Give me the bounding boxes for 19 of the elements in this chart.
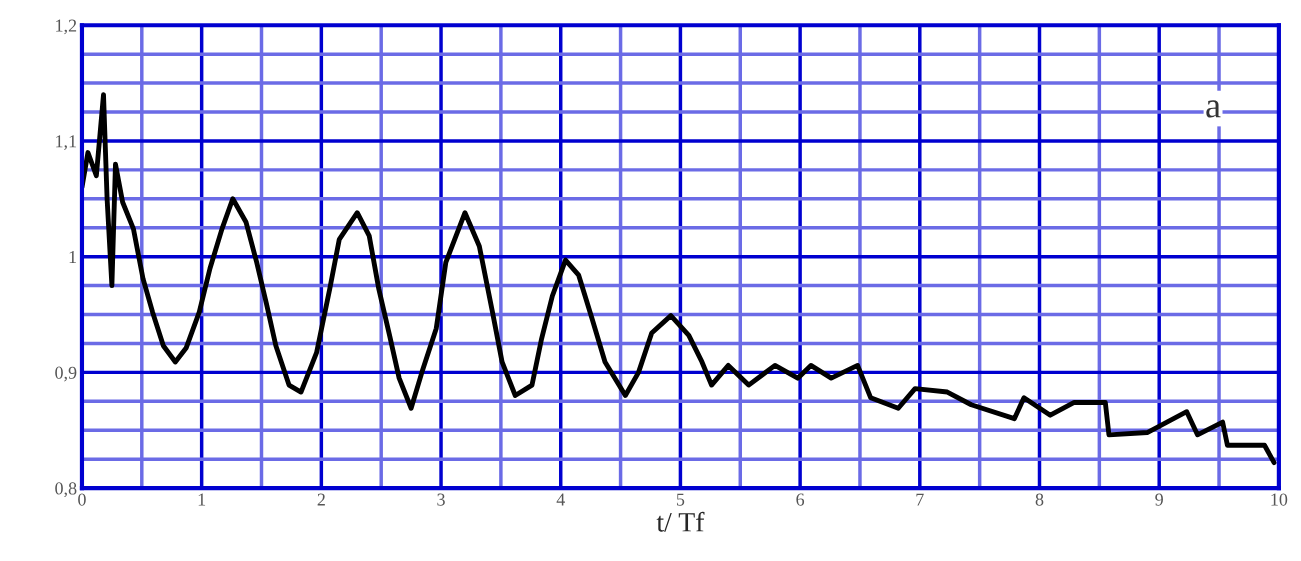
x-tick-label: 9 xyxy=(1155,493,1163,506)
x-tick-label: 2 xyxy=(317,493,325,506)
x-tick-label: 4 xyxy=(556,493,565,506)
x-axis-title: t/ Tf xyxy=(656,511,705,532)
y-tick-label: 1,1 xyxy=(56,135,77,150)
line-series xyxy=(81,92,1277,466)
x-tick-label: 10 xyxy=(1271,493,1288,506)
y-tick-label: 1,2 xyxy=(56,19,77,35)
x-tick-label: 1 xyxy=(198,493,206,506)
y-tick-label: 0,8 xyxy=(55,482,77,498)
y-tick-label: 0,9 xyxy=(55,366,77,382)
x-tick-label: 7 xyxy=(916,493,924,506)
x-tick-label: 8 xyxy=(1035,493,1044,506)
y-tick-label: 1 xyxy=(69,251,77,263)
annotation: a xyxy=(1206,100,1221,118)
x-tick-label: 0 xyxy=(78,493,86,506)
x-tick-label: 5 xyxy=(676,493,685,506)
x-tick-label: 6 xyxy=(796,493,805,506)
x-tick-label: 3 xyxy=(437,493,445,506)
